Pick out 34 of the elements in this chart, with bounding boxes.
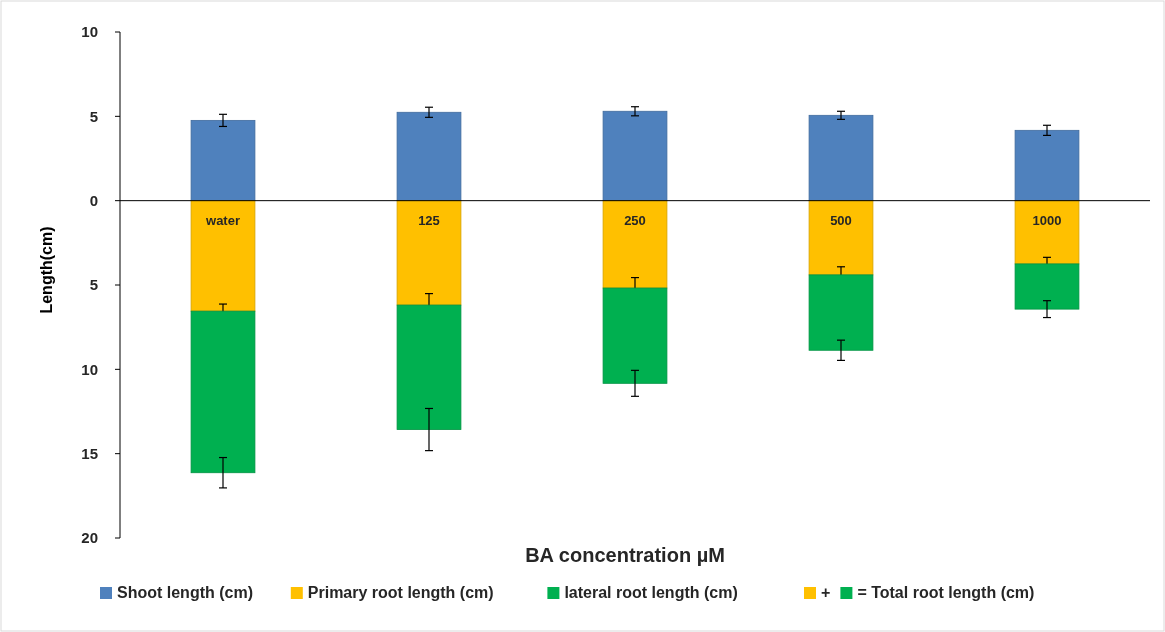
bar bbox=[1014, 263, 1080, 310]
bar bbox=[1014, 129, 1080, 202]
bar bbox=[602, 287, 668, 384]
legend-label: lateral root length (cm) bbox=[564, 584, 738, 601]
y-tick-label: 5 bbox=[89, 276, 98, 294]
bar bbox=[808, 274, 874, 351]
bar bbox=[602, 200, 668, 289]
y-tick-label: 20 bbox=[81, 529, 98, 547]
x-tick-label: 250 bbox=[624, 212, 646, 228]
bar bbox=[396, 304, 462, 430]
legend-label: Primary root length (cm) bbox=[307, 584, 494, 601]
bar bbox=[602, 110, 668, 202]
bar bbox=[396, 200, 462, 306]
legend-label: Shoot length (cm) bbox=[117, 584, 253, 601]
x-tick-label: 1000 bbox=[1032, 212, 1062, 228]
x-tick-label: water bbox=[205, 212, 240, 228]
bar bbox=[190, 310, 256, 474]
bar bbox=[1014, 200, 1080, 265]
y-tick-label: 0 bbox=[89, 191, 98, 209]
y-tick-label: 5 bbox=[89, 107, 98, 125]
x-tick-label: 500 bbox=[830, 212, 852, 228]
bar bbox=[396, 111, 462, 202]
y-axis-title: Length(cm) bbox=[38, 226, 55, 314]
text: = Total root length (cm) bbox=[857, 584, 1035, 601]
bar bbox=[808, 200, 874, 276]
text: + bbox=[821, 584, 831, 601]
bar bbox=[190, 119, 256, 202]
x-tick-label: 125 bbox=[418, 212, 440, 228]
x-axis-title: BA concentration µM bbox=[525, 544, 725, 566]
y-tick-label: 15 bbox=[81, 444, 98, 462]
bar bbox=[190, 200, 256, 312]
y-tick-label: 10 bbox=[81, 360, 98, 378]
bar bbox=[808, 114, 874, 202]
y-tick-label: 10 bbox=[81, 23, 98, 41]
